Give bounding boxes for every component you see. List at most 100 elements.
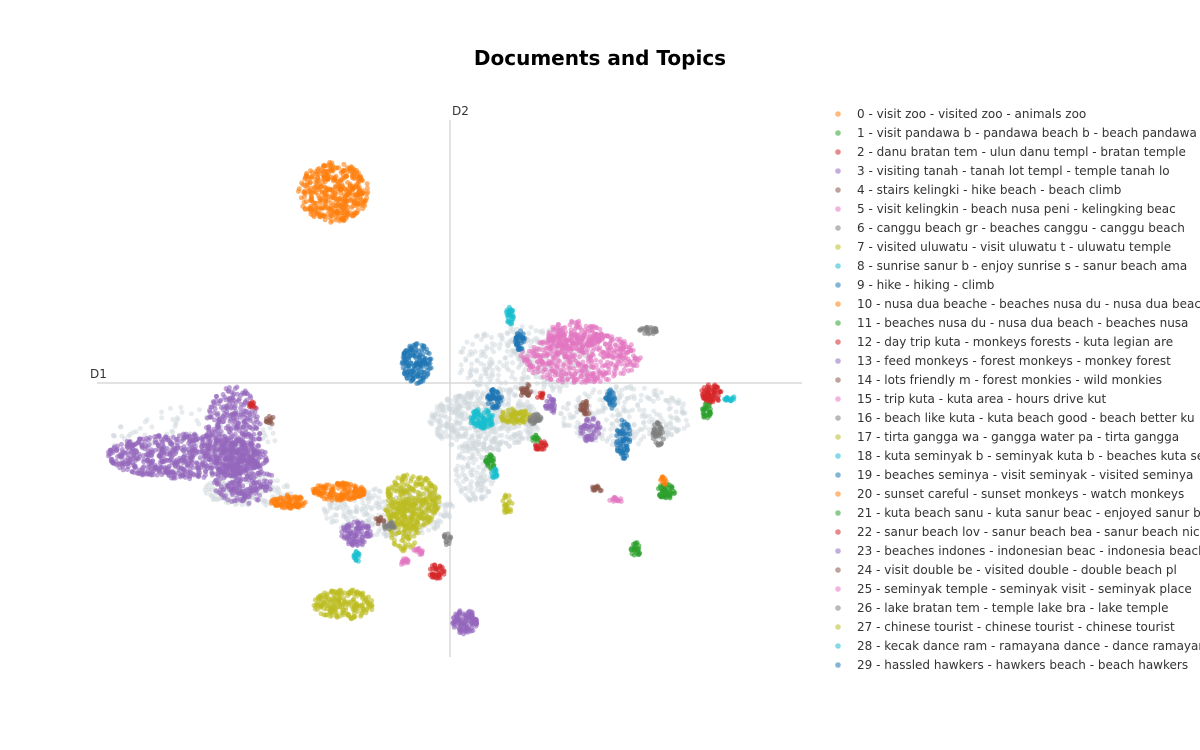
topic-5-point — [618, 361, 624, 367]
topic-0-point — [308, 174, 314, 180]
background-point — [489, 481, 495, 487]
background-point — [469, 472, 475, 478]
background-point — [512, 433, 518, 439]
topic-0-point — [333, 215, 339, 220]
topic-10-point — [348, 496, 354, 502]
topic-3-point — [241, 391, 247, 397]
background-point — [614, 407, 620, 413]
background-point — [493, 440, 499, 446]
topic-17-point — [312, 597, 318, 603]
topic-3-point — [250, 436, 256, 442]
topic-5-point — [563, 342, 569, 348]
background-point — [512, 392, 518, 398]
topic-3-point — [206, 429, 212, 435]
topic-3-point — [169, 442, 175, 447]
topic-3-point — [175, 462, 181, 468]
topic-5-point — [637, 355, 643, 361]
topic-3-point — [209, 465, 215, 471]
topic-3-point — [192, 431, 198, 437]
background-point — [486, 489, 492, 494]
background-point — [638, 392, 644, 398]
background-point — [567, 423, 573, 428]
topic-7-point — [419, 509, 425, 515]
background-point — [497, 359, 503, 365]
background-point — [457, 425, 463, 431]
topic-3-point — [148, 460, 154, 466]
topic-3-point — [230, 451, 236, 457]
topic-0-point — [315, 192, 321, 198]
background-point — [188, 411, 194, 417]
background-point — [498, 440, 504, 446]
topic-3-point — [234, 384, 240, 390]
topic-0-point — [318, 168, 324, 174]
topic-17-point — [354, 603, 360, 609]
background-point — [361, 512, 367, 518]
background-point — [521, 370, 526, 376]
background-point — [194, 418, 200, 424]
topic-5-point — [605, 346, 611, 352]
background-point — [454, 472, 460, 478]
topic-0-point — [327, 187, 333, 193]
background-point — [470, 490, 476, 496]
topic-0-point — [357, 177, 363, 183]
background-point — [469, 451, 475, 457]
topic-5-point — [620, 340, 626, 346]
topic-17-point — [322, 590, 328, 596]
topic-3-point — [119, 441, 124, 447]
topic-3-point — [250, 488, 256, 494]
topic-3-point — [255, 497, 261, 503]
topic-3-point — [213, 463, 219, 469]
topic-7-point — [389, 484, 395, 490]
topic-3-point — [140, 465, 146, 471]
background-point — [533, 374, 539, 380]
background-point — [359, 508, 365, 514]
topic-0-point — [313, 169, 319, 174]
background-point — [354, 506, 360, 512]
background-point — [342, 501, 347, 507]
topic-0-point — [351, 200, 357, 206]
background-point — [442, 408, 448, 414]
topic-3-point — [233, 458, 239, 464]
background-point — [666, 406, 672, 412]
background-point — [325, 508, 330, 514]
topic-3-point — [212, 406, 218, 412]
background-point — [467, 482, 473, 488]
topic-0-point — [313, 200, 319, 206]
topic-5-point — [555, 322, 561, 327]
background-point — [511, 348, 517, 354]
topic-3-point — [212, 417, 217, 423]
topic-3-point — [128, 449, 134, 455]
topic-10-point — [342, 486, 348, 492]
topic-3-point — [139, 443, 145, 449]
background-point — [595, 408, 601, 414]
topic-5-point — [552, 372, 558, 378]
background-point — [680, 411, 686, 416]
topic-3-point — [173, 449, 179, 454]
background-point — [437, 512, 443, 518]
background-point — [500, 423, 506, 429]
topic-3-point — [222, 415, 228, 421]
topic-7-point — [404, 481, 410, 487]
topic-7-point — [429, 490, 435, 496]
topic-3-point — [189, 454, 195, 460]
background-point — [617, 395, 623, 401]
topic-0-point — [310, 189, 316, 195]
topic-3-point — [238, 414, 244, 420]
topic-3-point — [144, 435, 150, 441]
background-point — [370, 522, 376, 528]
background-point — [470, 433, 476, 439]
topic-0-point — [335, 210, 341, 216]
topic-3-point — [115, 461, 121, 467]
topic-3-point — [243, 476, 249, 482]
background-point — [469, 361, 475, 367]
background-point — [461, 456, 467, 462]
topic-3-point — [125, 464, 131, 470]
background-point — [478, 337, 484, 343]
background-point — [484, 367, 490, 373]
topic-3-point — [171, 475, 176, 481]
background-point — [360, 500, 366, 506]
topic-10-point — [350, 490, 356, 496]
topic-3-point — [160, 459, 165, 465]
topic-5-point — [615, 358, 621, 364]
topic-5-point — [577, 354, 583, 360]
